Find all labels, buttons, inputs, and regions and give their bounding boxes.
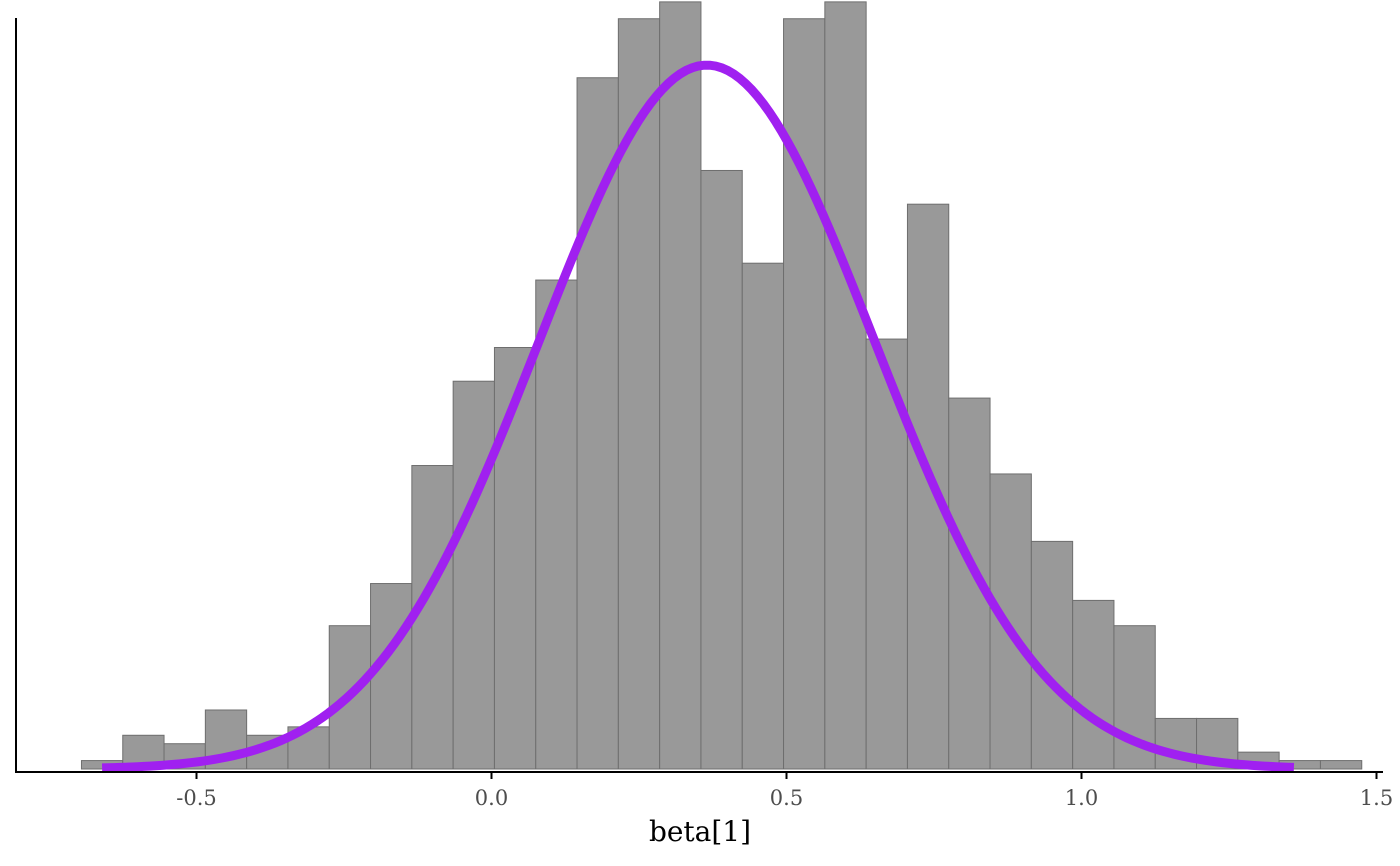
histogram-bar	[783, 18, 826, 770]
histogram-bar	[1072, 599, 1115, 770]
histogram-bars	[80, 1, 1363, 770]
histogram-bar	[493, 347, 537, 770]
histogram-bar	[452, 380, 495, 770]
histogram-bar	[617, 18, 661, 770]
x-tick-label: 1.0	[1065, 786, 1098, 810]
histogram-bar	[370, 583, 413, 770]
x-tick-label: -0.5	[176, 786, 217, 810]
histogram-bar	[1030, 540, 1074, 770]
histogram-bar	[411, 465, 454, 770]
density-curve	[101, 60, 1295, 773]
x-axis-title: beta[1]	[649, 815, 751, 848]
histogram-bar	[906, 203, 950, 770]
histogram-bar	[741, 262, 785, 770]
histogram-bar	[700, 169, 743, 770]
histogram-bar	[535, 279, 578, 770]
histogram-bar	[1319, 760, 1363, 770]
histogram-bar	[824, 1, 867, 770]
histogram-bar	[989, 473, 1032, 770]
histogram-bar	[576, 77, 619, 770]
x-tick-label: 0.0	[475, 786, 508, 810]
x-tick-label: 1.5	[1360, 786, 1393, 810]
x-tick-label: 0.5	[770, 786, 803, 810]
histogram-bar	[659, 1, 702, 770]
x-axis-ticks: -0.5 0.0 0.5 1.0 1.5	[176, 772, 1393, 810]
